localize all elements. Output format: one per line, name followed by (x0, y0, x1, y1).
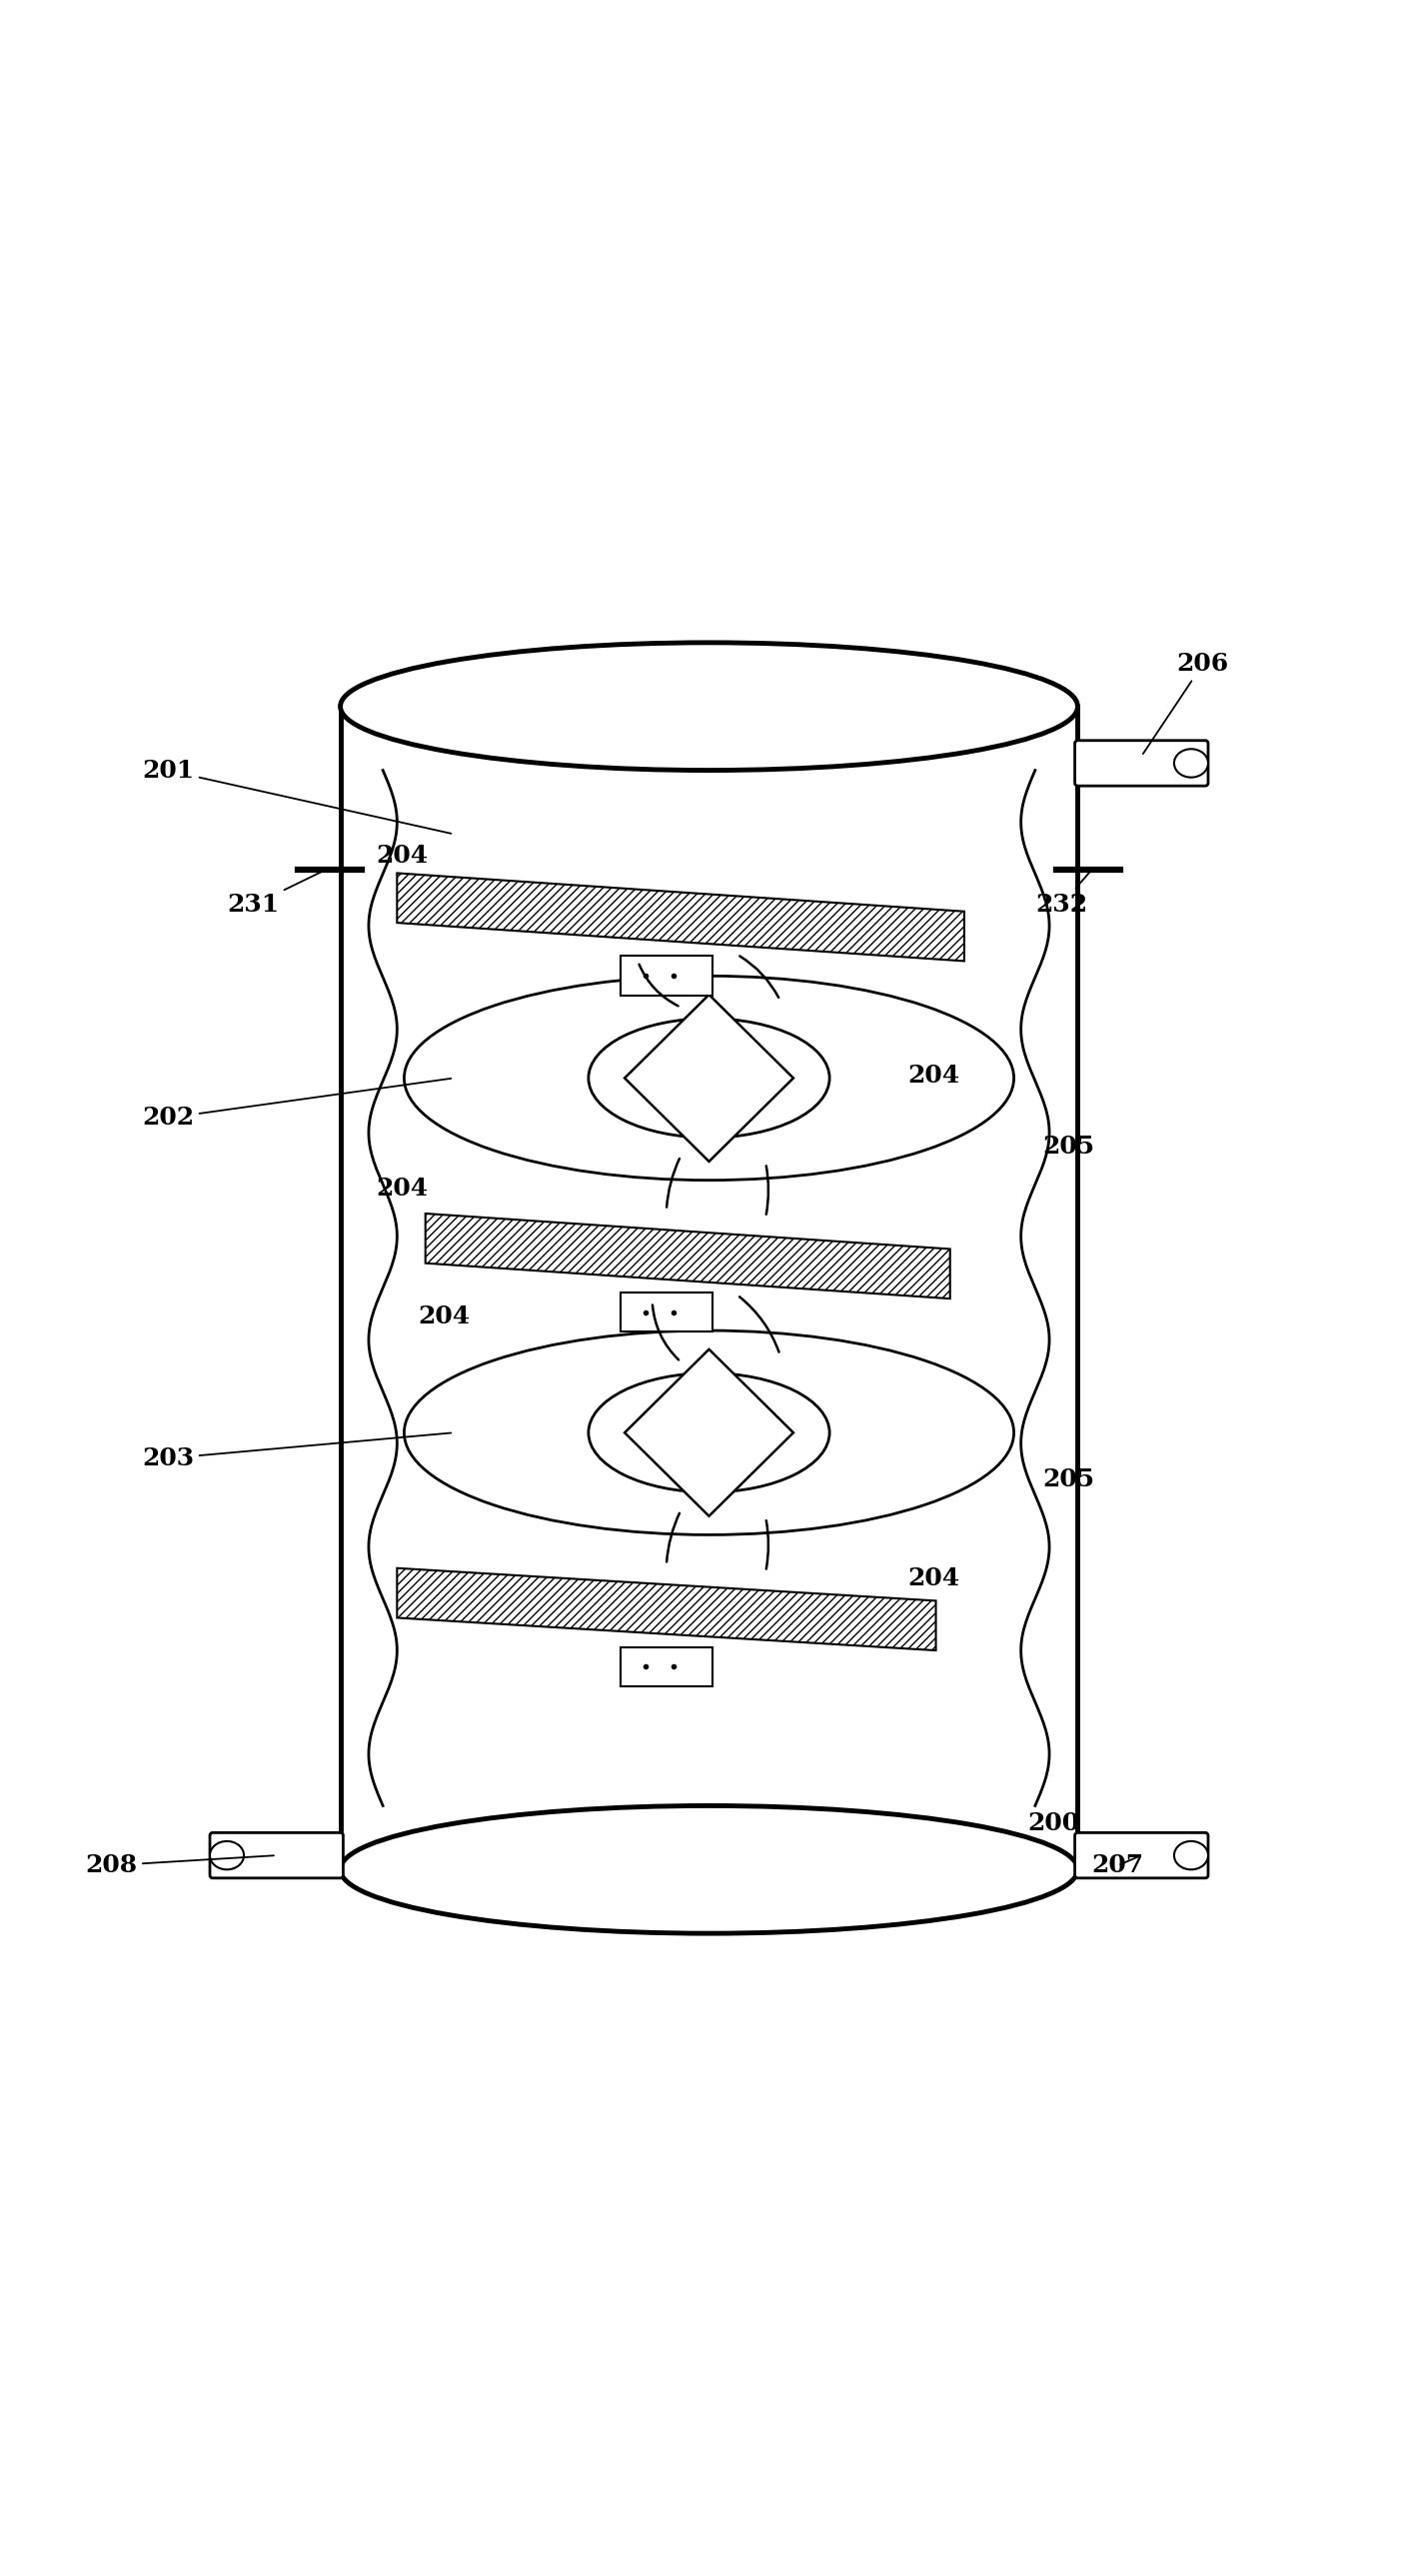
Polygon shape (624, 994, 793, 1162)
Ellipse shape (404, 1332, 1014, 1535)
Text: 208: 208 (85, 1852, 274, 1878)
Text: 200: 200 (1028, 1811, 1081, 1834)
Text: 206: 206 (1143, 652, 1229, 755)
Polygon shape (397, 1569, 936, 1651)
Bar (620, 956, 712, 997)
Ellipse shape (210, 1842, 244, 1870)
Polygon shape (397, 873, 964, 961)
Bar (620, 1293, 712, 1332)
Text: 203: 203 (142, 1432, 451, 1471)
Ellipse shape (588, 1018, 830, 1139)
FancyBboxPatch shape (210, 1832, 343, 1878)
Text: 204: 204 (376, 1177, 428, 1200)
FancyBboxPatch shape (1075, 1832, 1208, 1878)
Text: 205: 205 (1042, 1468, 1095, 1492)
Text: 202: 202 (142, 1079, 451, 1131)
Bar (620, 1646, 712, 1687)
Text: 201: 201 (142, 757, 451, 835)
Ellipse shape (588, 1373, 830, 1492)
Ellipse shape (1174, 750, 1208, 778)
Polygon shape (425, 1213, 950, 1298)
Polygon shape (624, 1350, 793, 1517)
Text: 204: 204 (418, 1303, 471, 1329)
Ellipse shape (340, 1806, 1078, 1935)
Ellipse shape (1174, 1842, 1208, 1870)
Text: 204: 204 (908, 1566, 960, 1592)
Ellipse shape (340, 641, 1078, 770)
Text: 207: 207 (1092, 1852, 1144, 1878)
Text: 204: 204 (376, 842, 428, 868)
Text: 231: 231 (227, 871, 323, 917)
FancyBboxPatch shape (1075, 739, 1208, 786)
Ellipse shape (404, 976, 1014, 1180)
Text: 232: 232 (1035, 871, 1090, 917)
Text: 204: 204 (908, 1064, 960, 1087)
Text: 205: 205 (1042, 1133, 1095, 1159)
